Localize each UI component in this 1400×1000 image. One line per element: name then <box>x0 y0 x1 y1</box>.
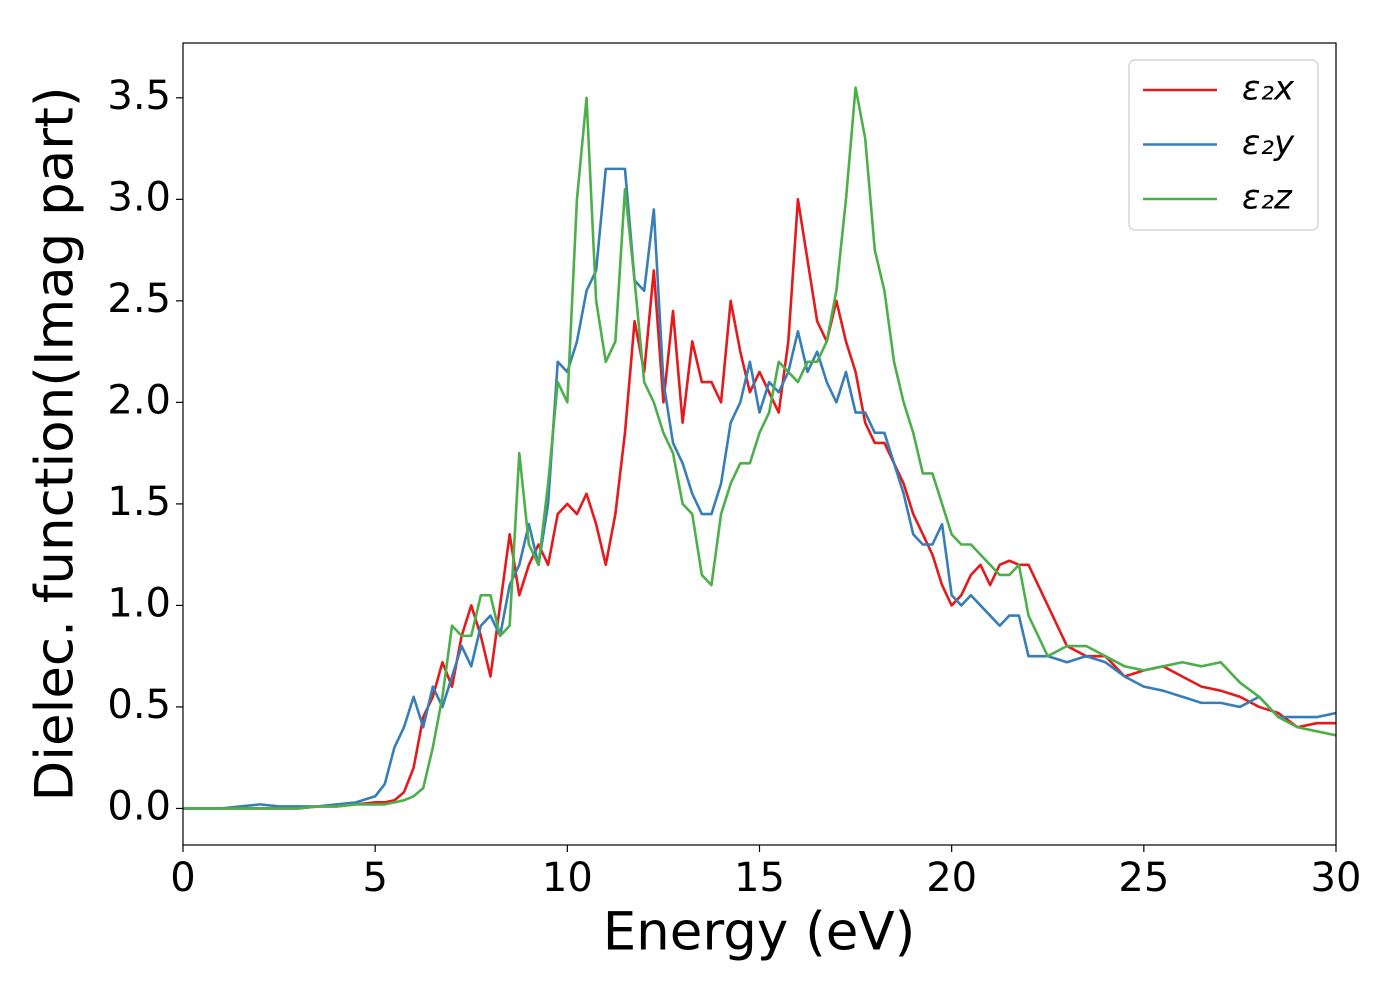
x-axis-label: Energy (eV) <box>603 902 916 963</box>
data-line <box>183 198 1336 810</box>
legend-label: ε₂x <box>1242 69 1295 109</box>
y-tick-label: 0.0 <box>107 783 171 829</box>
x-tick-label: 10 <box>542 855 593 901</box>
y-tick-label: 2.0 <box>107 377 171 423</box>
x-tick-label: 15 <box>734 855 785 901</box>
x-tick-label: 5 <box>362 855 387 901</box>
data-line <box>183 86 1336 810</box>
y-tick-label: 3.5 <box>107 73 171 119</box>
plot-area <box>183 86 1336 810</box>
legend-label: ε₂z <box>1242 178 1293 218</box>
y-tick-label: 0.5 <box>107 682 171 728</box>
data-line <box>183 167 1336 810</box>
x-tick-label: 30 <box>1311 855 1362 901</box>
y-tick-label: 1.0 <box>107 580 171 626</box>
legend-label: ε₂y <box>1242 123 1295 163</box>
y-tick-label: 1.5 <box>107 479 171 525</box>
y-axis-label: Dielec. function(Imag part) <box>25 86 86 801</box>
y-tick-label: 3.0 <box>107 174 171 220</box>
legend-box <box>1128 59 1319 231</box>
x-tick-label: 25 <box>1118 855 1169 901</box>
x-tick-label: 20 <box>926 855 977 901</box>
x-tick-label: 0 <box>170 855 195 901</box>
y-tick-label: 2.5 <box>107 276 171 322</box>
